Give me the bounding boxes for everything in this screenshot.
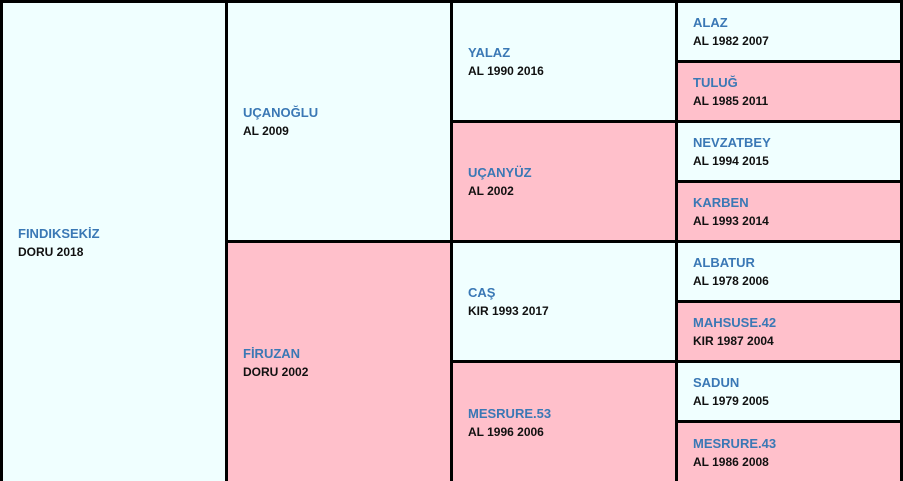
great-grandparent-cell: TULUĞ AL 1985 2011: [678, 63, 900, 120]
great-grandparent-name-link[interactable]: NEVZATBEY: [693, 135, 771, 150]
great-grandparent-name-link[interactable]: TULUĞ: [693, 75, 738, 90]
great-grandparent-info: AL 1986 2008: [693, 454, 769, 469]
great-grandparent-info: AL 1985 2011: [693, 94, 769, 108]
great-grandparent-cell: MAHSUSE.42 KIR 1987 2004: [678, 303, 900, 360]
great-grandparent-info: AL 1982 2007: [693, 34, 769, 48]
sire-cell: UÇANOĞLU AL 2009: [228, 3, 450, 240]
great-grandparent-cell: NEVZATBEY AL 1994 2015: [678, 123, 900, 180]
great-grandparent-info: AL 1978 2006: [693, 274, 769, 288]
great-grandparent-name-link[interactable]: MAHSUSE.42: [693, 315, 777, 330]
great-grandparent-cell: ALAZ AL 1982 2007: [678, 3, 900, 60]
grandparent-name-link[interactable]: CAŞ: [468, 285, 496, 300]
grandparent-info: AL 1990 2016: [468, 64, 544, 78]
great-grandparent-info: AL 1994 2015: [693, 154, 769, 168]
great-grandparent-info: AL 1993 2014: [693, 214, 769, 228]
great-grandparent-cell: MESRURE.43 AL 1986 2008: [678, 423, 900, 481]
great-grandparent-cell: ALBATUR AL 1978 2006: [678, 243, 900, 300]
grandparent-name-link[interactable]: MESRURE.53: [468, 405, 552, 421]
great-grandparent-info: KIR 1987 2004: [693, 334, 774, 348]
grandparent-info: KIR 1993 2017: [468, 304, 549, 318]
great-grandparent-name-link[interactable]: SADUN: [693, 375, 740, 390]
dam-cell: FİRUZAN DORU 2002: [228, 243, 450, 481]
grandparent-cell-maternal-grandsire: CAŞ KIR 1993 2017: [453, 243, 675, 360]
grandparent-info: AL 2002: [468, 184, 514, 198]
horse-info: DORU 2018: [18, 244, 84, 259]
horse-name-link[interactable]: FINDIKSEKİZ: [18, 225, 100, 241]
dam-info: DORU 2002: [243, 364, 309, 379]
great-grandparent-name-link[interactable]: KARBEN: [693, 195, 749, 210]
great-grandparent-cell: KARBEN AL 1993 2014: [678, 183, 900, 240]
grandparent-cell-paternal-grandsire: YALAZ AL 1990 2016: [453, 3, 675, 120]
great-grandparent-name-link[interactable]: MESRURE.43: [693, 435, 777, 451]
horse-cell: FINDIKSEKİZ DORU 2018: [3, 3, 225, 481]
great-grandparent-cell: SADUN AL 1979 2005: [678, 363, 900, 420]
grandparent-info: AL 1996 2006: [468, 424, 544, 439]
grandparent-cell-paternal-granddam: UÇANYÜZ AL 2002: [453, 123, 675, 240]
dam-name-link[interactable]: FİRUZAN: [243, 345, 301, 361]
great-grandparent-info: AL 1979 2005: [693, 394, 769, 408]
sire-name-link[interactable]: UÇANOĞLU: [243, 105, 319, 120]
great-grandparent-name-link[interactable]: ALBATUR: [693, 255, 755, 270]
sire-info: AL 2009: [243, 124, 289, 138]
grandparent-name-link[interactable]: UÇANYÜZ: [468, 165, 532, 180]
grandparent-cell-maternal-granddam: MESRURE.53 AL 1996 2006: [453, 363, 675, 481]
great-grandparent-name-link[interactable]: ALAZ: [693, 15, 728, 30]
grandparent-name-link[interactable]: YALAZ: [468, 45, 511, 60]
